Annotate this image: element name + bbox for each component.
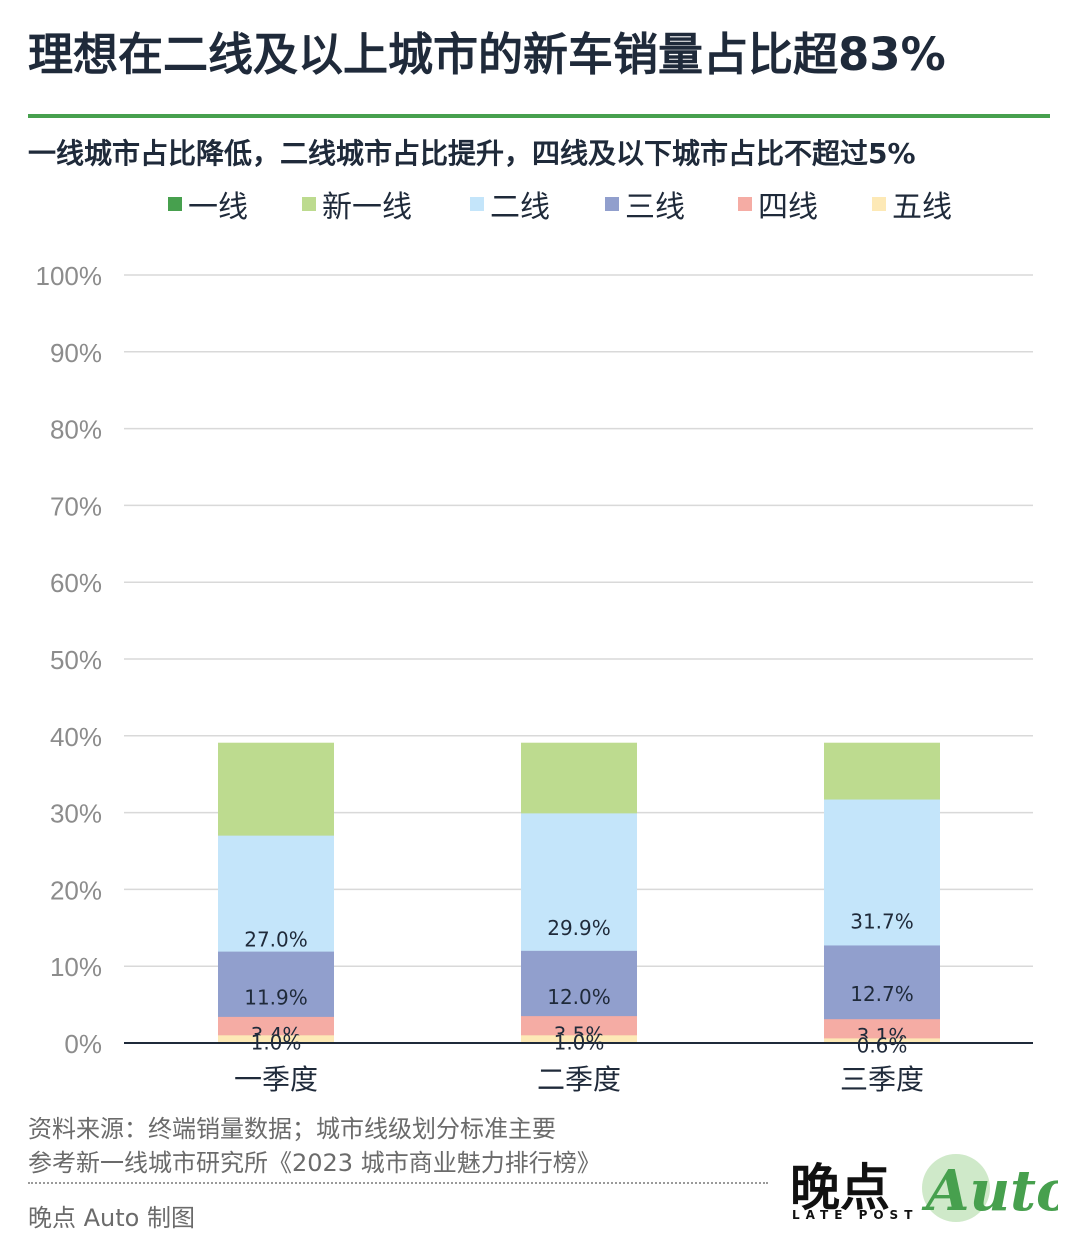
auto-logo-mark: Auto	[921, 1154, 1058, 1224]
y-tick-label-0: 0%	[64, 1029, 102, 1059]
legend-label-4: 四线	[758, 190, 818, 225]
bar-2-4	[824, 1019, 940, 1043]
y-tick-label-7: 70%	[50, 491, 102, 521]
legend-swatch-3	[605, 197, 619, 211]
legend-item-4: 四线	[738, 182, 818, 226]
legend-label-3: 三线	[625, 190, 685, 225]
data-label-0-3: 11.9%	[244, 985, 308, 1009]
legend-swatch-2	[470, 197, 484, 211]
source-line-2: 参考新一线城市研究所《2023 城市商业魅力排行榜》	[28, 1149, 601, 1177]
legend-swatch-4	[738, 197, 752, 211]
y-tick-label-8: 80%	[50, 415, 102, 445]
data-label-2-2: 31.7%	[850, 909, 914, 933]
stacked-bar-chart: 0%10%20%30%40%50%60%70%80%90%100%17.7%39…	[36, 261, 1033, 1096]
data-label-2-5: 0.6%	[857, 1033, 908, 1057]
bar-1-5	[521, 1035, 637, 1043]
legend-swatch-5	[872, 197, 886, 211]
y-tick-label-1: 10%	[50, 952, 102, 982]
x-tick-label-1: 二季度	[537, 1063, 621, 1096]
x-tick-label-0: 一季度	[234, 1063, 318, 1096]
data-label-2-4: 3.1%	[857, 1024, 908, 1048]
bar-2-5	[824, 1038, 940, 1043]
source-line-1: 资料来源：终端销量数据；城市线级划分标准主要	[28, 1115, 556, 1143]
legend-swatch-0	[168, 197, 182, 211]
data-label-1-2: 29.9%	[547, 916, 611, 940]
data-label-0-2: 27.0%	[244, 927, 308, 951]
legend-item-0: 一线	[168, 182, 248, 226]
y-tick-label-2: 20%	[50, 875, 102, 905]
legend-item-3: 三线	[605, 182, 685, 226]
y-tick-label-9: 90%	[50, 338, 102, 368]
legend-item-2: 二线	[470, 182, 550, 226]
legend-label-2: 二线	[490, 190, 550, 225]
legend-swatch-1	[302, 197, 316, 211]
legend-label-1: 新一线	[322, 190, 412, 225]
y-tick-label-10: 100%	[36, 261, 103, 291]
y-tick-label-4: 40%	[50, 722, 102, 752]
made-by-note: 晚点 Auto 制图	[28, 1204, 195, 1232]
latepost-auto-logo: 晚点 LATE POST Auto	[790, 1148, 1060, 1228]
legend-label-5: 五线	[892, 190, 952, 225]
legend: 一线 新一线 二线 三线 四线 五线	[0, 182, 1080, 226]
y-tick-label-6: 60%	[50, 568, 102, 598]
logo-chinese-text: 晚点	[790, 1159, 890, 1217]
source-note: 资料来源：终端销量数据；城市线级划分标准主要 参考新一线城市研究所《2023 城…	[28, 1112, 601, 1180]
legend-item-1: 新一线	[302, 182, 412, 226]
legend-item-5: 五线	[872, 182, 952, 226]
y-tick-label-5: 50%	[50, 645, 102, 675]
footer-divider	[28, 1182, 768, 1184]
title-divider	[28, 114, 1050, 118]
data-label-1-3: 12.0%	[547, 985, 611, 1009]
legend-label-0: 一线	[188, 190, 248, 225]
chart-title: 理想在二线及以上城市的新车销量占比超83%	[28, 28, 946, 81]
logo-auto-text: Auto	[921, 1158, 1058, 1224]
logo-english-text: LATE POST	[792, 1208, 919, 1222]
bar-0-5	[218, 1035, 334, 1043]
x-tick-label-2: 三季度	[840, 1063, 924, 1096]
chart-subtitle: 一线城市占比降低，二线城市占比提升，四线及以下城市占比不超过5%	[28, 137, 916, 170]
y-tick-label-3: 30%	[50, 799, 102, 829]
data-label-2-3: 12.7%	[850, 982, 914, 1006]
